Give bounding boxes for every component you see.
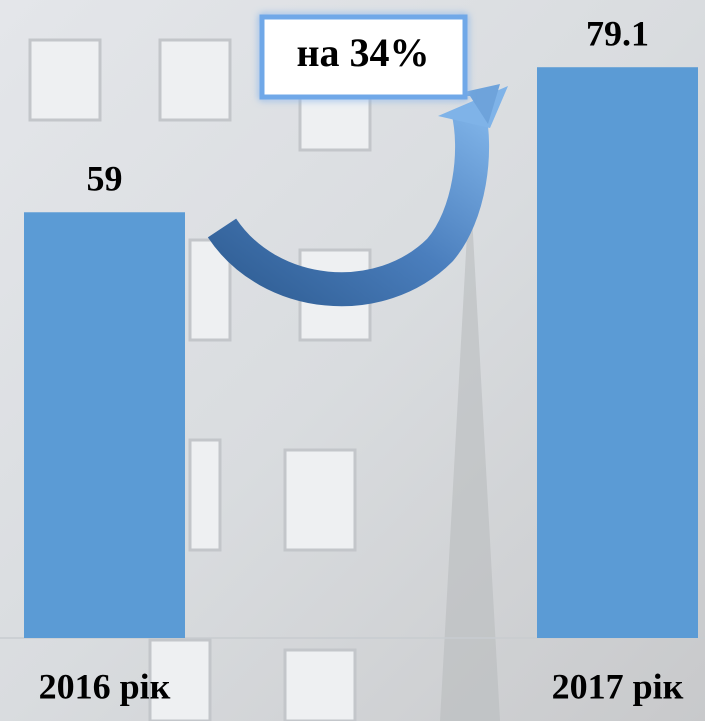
bar bbox=[537, 67, 698, 638]
x-tick-label: 2017 рік bbox=[552, 666, 684, 706]
annotation-box: на 34% bbox=[262, 17, 465, 97]
chart: на 34% 2016 рік 59 2017 рік 79.1 bbox=[0, 0, 705, 721]
data-label: 79.1 bbox=[586, 13, 649, 53]
x-tick-label: 2016 рік bbox=[39, 666, 171, 706]
data-label: 59 bbox=[87, 159, 123, 199]
annotation: на 34% bbox=[296, 30, 429, 75]
bar bbox=[24, 212, 185, 638]
page: {"chart_data": {"type": "bar", "categori… bbox=[0, 0, 705, 721]
